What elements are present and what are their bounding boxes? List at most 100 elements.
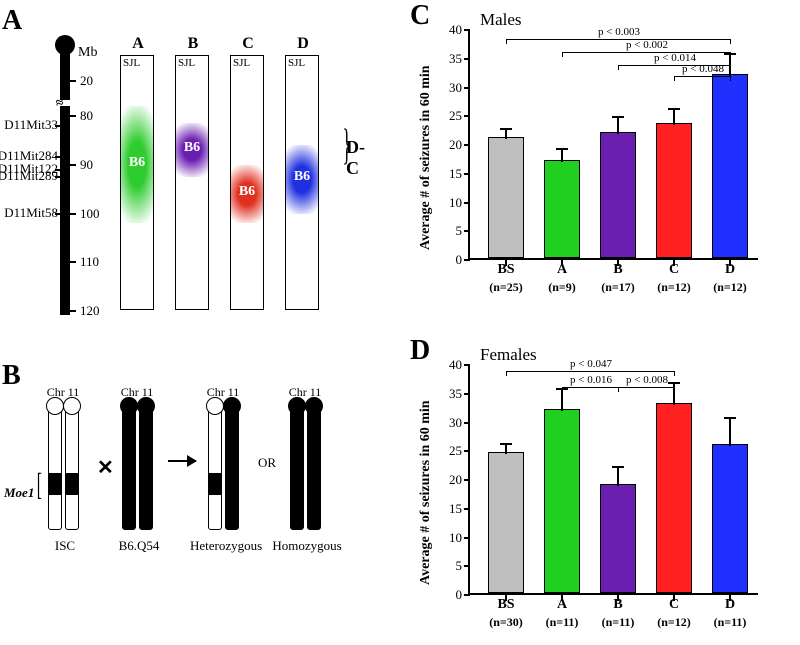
n-label-D: (n=12) bbox=[704, 280, 756, 295]
x-label-A: A bbox=[538, 262, 586, 278]
ytick-label: 5 bbox=[456, 223, 463, 239]
n-label-A: (n=9) bbox=[536, 280, 588, 295]
panel-a: A Mb ≈ } D-C 208090100110120D11Mit33D11M… bbox=[0, 5, 370, 335]
panel-b-label: B bbox=[2, 360, 21, 392]
x-label-BS: BS bbox=[482, 262, 530, 278]
panel-c-chart: C Males Average # of seizures in 60 min … bbox=[410, 0, 790, 310]
n-label-B: (n=17) bbox=[592, 280, 644, 295]
moe-brace: [ bbox=[37, 467, 42, 503]
sjl-label: SJL bbox=[178, 57, 195, 69]
ytick-label: 5 bbox=[456, 558, 463, 574]
chr-label: Chr 11 bbox=[38, 385, 88, 400]
bar-D bbox=[712, 444, 748, 594]
strip-A bbox=[120, 55, 154, 310]
pvalue-label: p < 0.014 bbox=[654, 52, 696, 64]
mb-label: Mb bbox=[78, 45, 97, 61]
sub-header-A: A bbox=[128, 35, 148, 53]
x-label-C: C bbox=[650, 262, 698, 278]
ytick-label: 25 bbox=[449, 108, 462, 124]
ytick-label: 0 bbox=[456, 587, 463, 603]
x-label-BS: BS bbox=[482, 597, 530, 613]
chr-label: Chr 11 bbox=[280, 385, 330, 400]
dc-label: D-C bbox=[346, 137, 370, 179]
n-label-D: (n=11) bbox=[704, 615, 756, 630]
bar-B bbox=[600, 132, 636, 259]
bar-C bbox=[656, 403, 692, 593]
ytick-label: 20 bbox=[449, 472, 462, 488]
strain-label-ISC: ISC bbox=[30, 538, 100, 554]
pvalue-label: p < 0.048 bbox=[682, 63, 724, 75]
chromatid bbox=[48, 400, 62, 530]
x-label-B: B bbox=[594, 597, 642, 613]
strip-C bbox=[230, 55, 264, 310]
chr-label: Chr 11 bbox=[112, 385, 162, 400]
n-label-C: (n=12) bbox=[648, 615, 700, 630]
b6-label: B6 bbox=[175, 140, 209, 156]
x-label-B: B bbox=[594, 262, 642, 278]
panel-d-ytitle: Average # of seizures in 60 min bbox=[418, 400, 434, 585]
chromatid bbox=[122, 400, 136, 530]
panel-c-plot: 0510152025303540BS(n=25)A(n=9)B(n=17)C(n… bbox=[468, 30, 758, 260]
ytick-label: 0 bbox=[456, 252, 463, 268]
mb-tick-110: 110 bbox=[80, 254, 99, 270]
ytick-label: 30 bbox=[449, 415, 462, 431]
panel-a-label: A bbox=[2, 5, 22, 37]
marker-D11Mit33: D11Mit33 bbox=[0, 117, 58, 133]
strip-B bbox=[175, 55, 209, 310]
ytick-label: 25 bbox=[449, 443, 462, 459]
x-label-A: A bbox=[538, 597, 586, 613]
chr-label: Chr 11 bbox=[198, 385, 248, 400]
bar-A bbox=[544, 160, 580, 258]
panel-d-plot: 0510152025303540BS(n=30)A(n=11)B(n=11)C(… bbox=[468, 365, 758, 595]
chromatid bbox=[225, 400, 239, 530]
mb-tick-120: 120 bbox=[80, 303, 100, 319]
x-label-C: C bbox=[650, 597, 698, 613]
ytick-label: 35 bbox=[449, 386, 462, 402]
ytick-label: 15 bbox=[449, 501, 462, 517]
pvalue-label: p < 0.002 bbox=[626, 39, 668, 51]
panel-d-chart: D Females Average # of seizures in 60 mi… bbox=[410, 335, 790, 645]
x-label-D: D bbox=[706, 597, 754, 613]
n-label-BS: (n=30) bbox=[480, 615, 532, 630]
sub-header-B: B bbox=[183, 35, 203, 53]
ytick-label: 20 bbox=[449, 137, 462, 153]
strain-label-Heterozygous: Heterozygous bbox=[190, 538, 260, 554]
ytick-label: 40 bbox=[449, 22, 462, 38]
bar-A bbox=[544, 409, 580, 593]
strain-label-B6.Q54: B6.Q54 bbox=[104, 538, 174, 554]
pvalue-label: p < 0.008 bbox=[626, 374, 668, 386]
ytick-label: 10 bbox=[449, 195, 462, 211]
marker-D11Mit289: D11Mit289 bbox=[0, 168, 58, 184]
marker-D11Mit58: D11Mit58 bbox=[0, 205, 58, 221]
sjl-label: SJL bbox=[233, 57, 250, 69]
b6-label: B6 bbox=[285, 169, 319, 185]
bar-D bbox=[712, 74, 748, 258]
mb-tick-90: 90 bbox=[80, 157, 93, 173]
n-label-A: (n=11) bbox=[536, 615, 588, 630]
arrow bbox=[168, 460, 196, 462]
panel-c-title: Males bbox=[480, 10, 522, 30]
mb-tick-20: 20 bbox=[80, 73, 93, 89]
strain-label-Homozygous: Homozygous bbox=[272, 538, 342, 554]
ytick-label: 15 bbox=[449, 166, 462, 182]
ytick-label: 10 bbox=[449, 530, 462, 546]
bar-C bbox=[656, 123, 692, 258]
panel-d-label: D bbox=[410, 335, 430, 367]
n-label-C: (n=12) bbox=[648, 280, 700, 295]
pvalue-label: p < 0.003 bbox=[598, 26, 640, 38]
mb-tick-80: 80 bbox=[80, 108, 93, 124]
sub-header-D: D bbox=[293, 35, 313, 53]
panel-d-title: Females bbox=[480, 345, 537, 365]
ytick-label: 40 bbox=[449, 357, 462, 373]
panel-b: B Moe1 [ Chr 11ISC✕Chr 11B6.Q54Chr 11Het… bbox=[0, 360, 370, 630]
chromatid bbox=[65, 400, 79, 530]
n-label-BS: (n=25) bbox=[480, 280, 532, 295]
b6-label: B6 bbox=[230, 184, 264, 200]
n-label-B: (n=11) bbox=[592, 615, 644, 630]
pvalue-label: p < 0.016 bbox=[570, 374, 612, 386]
sjl-label: SJL bbox=[123, 57, 140, 69]
cross-symbol: ✕ bbox=[97, 455, 114, 480]
panel-c-ytitle: Average # of seizures in 60 min bbox=[418, 65, 434, 250]
chromatid bbox=[307, 400, 321, 530]
chromatid bbox=[290, 400, 304, 530]
